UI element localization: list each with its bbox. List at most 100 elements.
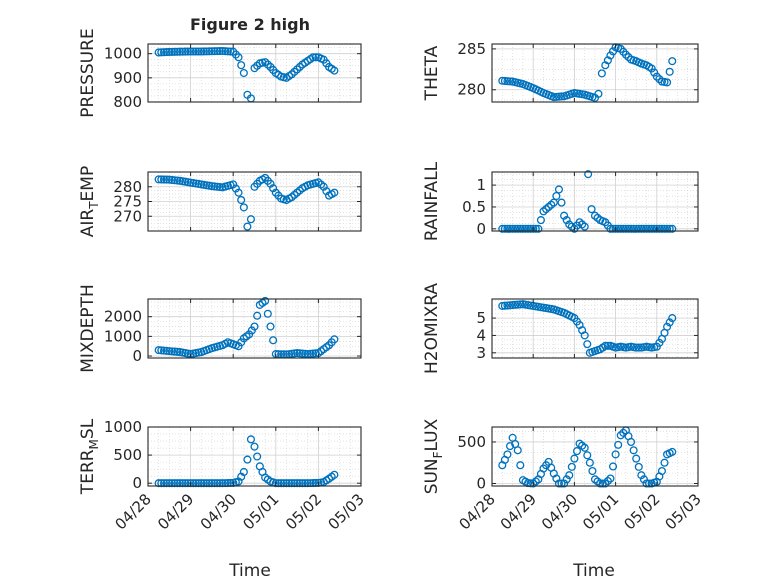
data-point [498, 224, 507, 233]
data-point [173, 347, 182, 356]
data-point [322, 59, 331, 68]
panel-h2omixra: 345 H2OMIXRA [422, 283, 699, 374]
data-point [614, 440, 623, 449]
data-point [536, 87, 545, 96]
data-point [647, 224, 656, 233]
data-point [215, 47, 224, 56]
data-points [154, 173, 339, 231]
data-point [250, 442, 259, 451]
data-point [205, 181, 214, 190]
data-point [552, 92, 561, 101]
data-point [274, 479, 283, 488]
data-point [231, 184, 240, 193]
data-point [534, 224, 543, 233]
y-tick-label: 275 [113, 193, 142, 211]
data-point [665, 318, 674, 327]
data-point [175, 479, 185, 488]
data-point [282, 479, 291, 488]
data-point [606, 474, 615, 483]
y-tick-label: 2000 [104, 308, 142, 326]
data-point [567, 89, 576, 98]
data-point [639, 224, 648, 233]
y-tick-label: 1000 [104, 45, 142, 63]
data-point [285, 194, 294, 203]
data-point [285, 479, 294, 488]
data-point [645, 62, 654, 71]
data-point [500, 301, 509, 310]
data-point [508, 301, 517, 310]
data-point [178, 47, 187, 56]
data-point [511, 439, 520, 449]
data-point [258, 467, 267, 477]
data-point [311, 53, 320, 62]
axes-box [147, 298, 362, 359]
y-tick-label: 0 [476, 475, 486, 493]
data-point [194, 348, 203, 357]
data-point [221, 47, 230, 56]
data-point [327, 64, 336, 73]
data-point [165, 175, 174, 184]
data-point [503, 301, 512, 310]
data-point [322, 343, 331, 352]
data-point [215, 182, 224, 192]
data-point [298, 479, 307, 488]
data-point [594, 89, 603, 98]
data-point [295, 349, 304, 358]
y-axis-label: THETA [422, 45, 442, 101]
data-point [552, 474, 561, 483]
data-point [516, 461, 525, 470]
data-point [183, 47, 192, 56]
data-point [511, 300, 520, 309]
data-point [505, 442, 515, 451]
data-point [162, 48, 171, 57]
data-point [655, 224, 664, 233]
data-point [279, 479, 288, 488]
data-point [562, 216, 571, 225]
data-point [603, 56, 612, 65]
y-tick-label: 500 [457, 433, 486, 451]
y-axis-label: RAINFALL [422, 161, 442, 241]
data-point [303, 479, 312, 488]
data-point [311, 179, 320, 188]
y-tick-label: 0 [132, 474, 142, 492]
data-point [645, 479, 654, 488]
y-tick-label: 500 [113, 446, 142, 464]
data-point [621, 224, 630, 233]
data-point [181, 479, 190, 488]
data-point [298, 349, 307, 358]
data-point [583, 340, 592, 349]
data-point [202, 47, 211, 56]
data-point [572, 447, 582, 456]
data-point [253, 311, 262, 320]
data-point [657, 224, 666, 233]
data-point [529, 224, 538, 233]
data-point [293, 349, 302, 358]
data-point [578, 326, 587, 335]
y-tick-label: 900 [113, 69, 142, 87]
data-point [205, 479, 214, 488]
data-point [194, 179, 203, 188]
data-point [583, 451, 592, 460]
data-point [632, 224, 641, 233]
data-point [526, 224, 535, 233]
data-point [500, 224, 509, 233]
data-point [642, 479, 651, 488]
data-point [157, 346, 166, 355]
data-point [317, 347, 326, 356]
data-point [246, 215, 256, 224]
data-point [597, 69, 606, 78]
data-point [562, 475, 571, 484]
data-point [634, 462, 643, 471]
data-point [181, 47, 190, 56]
data-point [154, 346, 163, 355]
y-tick-label: 280 [113, 178, 142, 196]
x-tick-label: 04/28 [456, 490, 499, 533]
data-point [237, 472, 246, 481]
data-point [634, 58, 643, 67]
data-point [516, 79, 525, 88]
data-point [629, 224, 638, 233]
xlabel-right: Time [572, 561, 615, 581]
data-point [660, 458, 669, 467]
data-point [237, 61, 246, 70]
